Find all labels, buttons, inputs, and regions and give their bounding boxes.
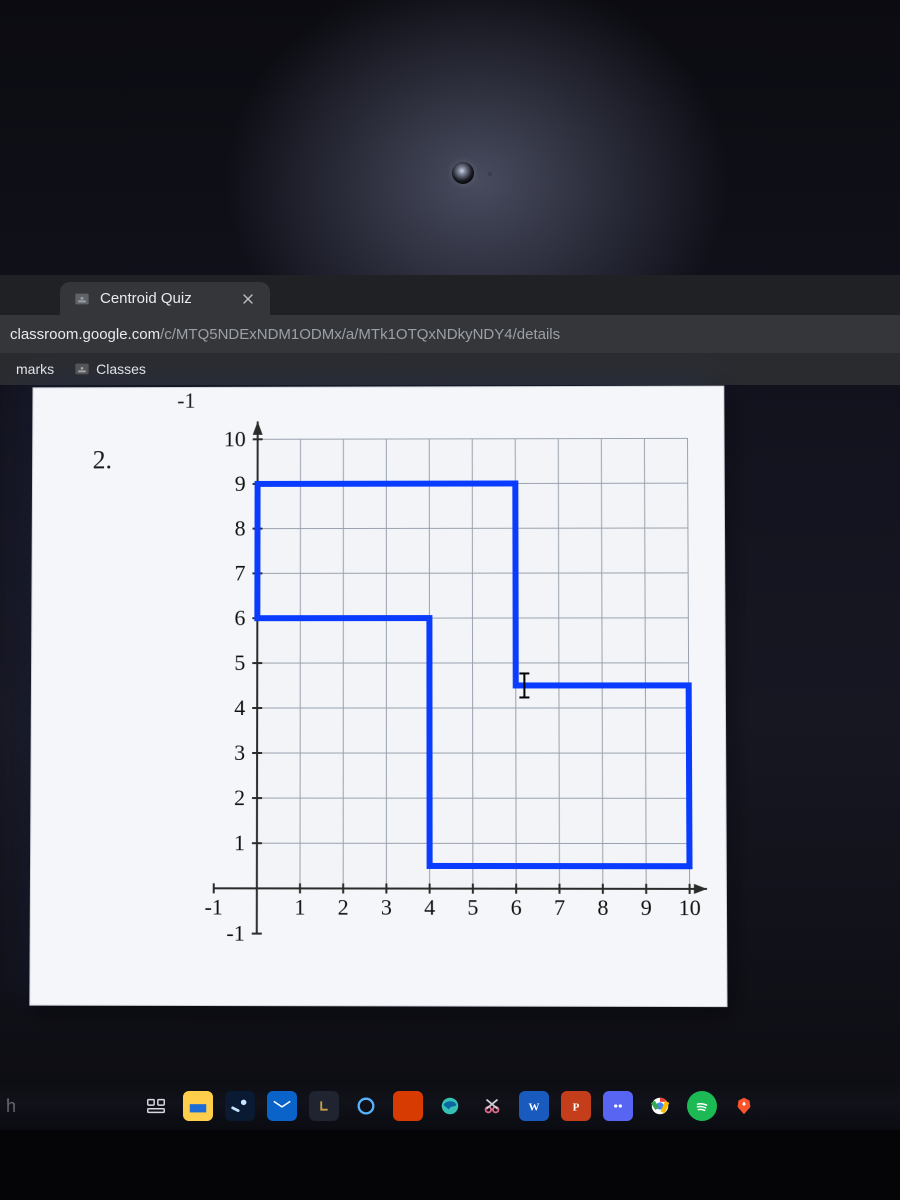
bookmark-classes[interactable]: Classes (68, 359, 152, 379)
classroom-favicon-icon (74, 291, 90, 307)
taskbar-powerpoint-icon[interactable]: P (561, 1091, 591, 1121)
svg-text:10: 10 (224, 426, 246, 451)
svg-text:P: P (573, 1102, 580, 1114)
taskbar-file-explorer-icon[interactable] (183, 1091, 213, 1121)
svg-text:7: 7 (234, 560, 245, 585)
coordinate-grid: -1 1 2 3 4 5 6 7 8 9 10 -1 1 2 3 4 5 6 7 8 9 10 (165, 399, 708, 995)
taskbar-league-icon[interactable] (309, 1091, 339, 1121)
bookmark-label: Classes (96, 361, 146, 377)
svg-text:W: W (529, 1102, 540, 1114)
svg-text:6: 6 (511, 895, 522, 920)
taskbar-discord-icon[interactable] (603, 1091, 633, 1121)
url-path: /c/MTQ5NDExNDM1ODMx/a/MTk1OTQxNDkyNDY4/d… (160, 326, 560, 343)
svg-text:7: 7 (554, 895, 565, 920)
webcam-led (488, 172, 492, 176)
bookmark-label: marks (16, 361, 54, 377)
taskbar-task-view-icon[interactable] (141, 1091, 171, 1121)
svg-text:9: 9 (641, 895, 652, 920)
svg-text:5: 5 (234, 650, 245, 675)
svg-text:1: 1 (294, 894, 305, 919)
bookmarks-bar: marks Classes (0, 353, 900, 385)
tab-centroid-quiz[interactable]: Centroid Quiz (60, 282, 270, 315)
svg-text:10: 10 (679, 895, 701, 920)
laptop-screen: Centroid Quiz classroom.google.com /c/MT… (0, 0, 900, 1200)
bookmark-marks[interactable]: marks (10, 359, 60, 379)
taskbar-office-icon[interactable] (393, 1091, 423, 1121)
taskbar-brave-icon[interactable] (729, 1091, 759, 1121)
browser-chrome: Centroid Quiz classroom.google.com /c/MT… (0, 275, 900, 385)
taskbar-chrome-icon[interactable] (645, 1091, 675, 1121)
webcam (452, 162, 474, 184)
svg-text:-1: -1 (226, 920, 244, 945)
svg-text:2: 2 (338, 894, 349, 919)
taskbar-snip-icon[interactable] (477, 1091, 507, 1121)
svg-text:9: 9 (235, 471, 246, 496)
tab-title: Centroid Quiz (100, 290, 230, 307)
taskbar: WP (0, 1082, 900, 1130)
question-number: 2. (93, 446, 112, 476)
taskbar-word-icon[interactable]: W (519, 1091, 549, 1121)
svg-text:1: 1 (234, 830, 245, 855)
tab-strip: Centroid Quiz (0, 275, 900, 315)
svg-text:4: 4 (424, 895, 435, 920)
taskbar-cortana-icon[interactable] (351, 1091, 381, 1121)
url-host: classroom.google.com (10, 326, 160, 343)
svg-text:2: 2 (234, 785, 245, 810)
close-tab-icon[interactable] (240, 291, 256, 307)
svg-text:6: 6 (234, 605, 245, 630)
laptop-bezel (0, 1130, 900, 1200)
classroom-favicon-icon (74, 361, 90, 377)
svg-text:3: 3 (234, 740, 245, 765)
taskbar-spotify-icon[interactable] (687, 1091, 717, 1121)
svg-text:8: 8 (597, 895, 608, 920)
taskbar-mail-icon[interactable] (267, 1091, 297, 1121)
address-bar[interactable]: classroom.google.com /c/MTQ5NDExNDM1ODMx… (0, 315, 900, 353)
svg-text:-1: -1 (204, 894, 222, 919)
svg-text:4: 4 (234, 695, 245, 720)
svg-text:3: 3 (381, 894, 392, 919)
taskbar-edge-icon[interactable] (435, 1091, 465, 1121)
svg-text:5: 5 (467, 895, 478, 920)
taskbar-steam-icon[interactable] (225, 1091, 255, 1121)
svg-text:8: 8 (235, 516, 246, 541)
content-page: -1 2. -1 1 2 3 4 5 6 7 8 9 10 -1 1 2 3 4 5 6 7 8 9 10 (29, 386, 727, 1007)
